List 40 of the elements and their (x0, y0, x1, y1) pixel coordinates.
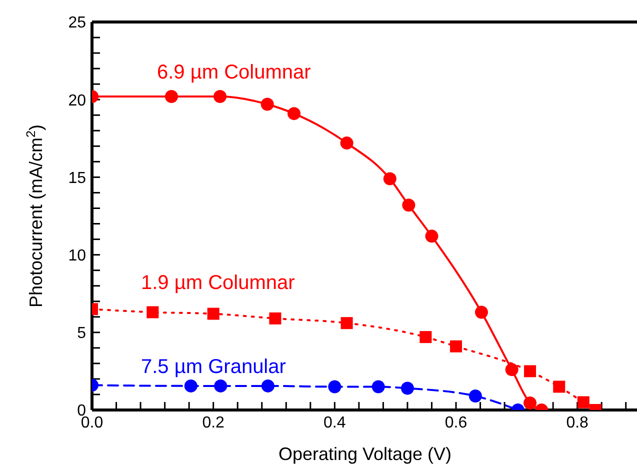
point (450, 340, 462, 352)
point (402, 198, 416, 212)
point (400, 382, 414, 395)
y-tick-label: 15 (68, 170, 86, 187)
series-label: 7.5 µm Granular (141, 356, 286, 378)
point (474, 306, 488, 319)
point (328, 380, 342, 394)
y-tick-label: 20 (68, 92, 86, 110)
point (383, 172, 396, 186)
point (184, 379, 198, 392)
point (214, 379, 228, 392)
x-axis-title: Operating Voltage (V) (278, 444, 452, 464)
x-tick-label: 0.6 (444, 414, 468, 432)
point (340, 136, 354, 150)
point (164, 90, 178, 103)
point (269, 312, 282, 324)
point (261, 379, 274, 392)
series-label: 1.9 µm Columnar (141, 272, 296, 294)
point (468, 390, 482, 403)
point (214, 90, 227, 103)
y-tick-label: 5 (77, 325, 86, 342)
point (207, 308, 220, 320)
point (288, 107, 301, 120)
y-tick-label: 25 (68, 14, 86, 32)
point (372, 380, 385, 394)
series-label: 6.9 µm Columnar (157, 61, 312, 84)
point (146, 306, 159, 318)
point (340, 317, 353, 330)
point (260, 98, 274, 111)
x-tick-label: 0.4 (324, 414, 346, 432)
point (524, 365, 536, 378)
y-tick-label: 10 (68, 247, 86, 264)
point (553, 380, 566, 393)
point (524, 396, 537, 410)
point (505, 363, 518, 376)
point (577, 396, 590, 408)
point (425, 230, 438, 243)
point (420, 331, 432, 344)
x-tick-label: 0.2 (202, 414, 225, 432)
x-tick-label: 0.8 (566, 414, 589, 432)
